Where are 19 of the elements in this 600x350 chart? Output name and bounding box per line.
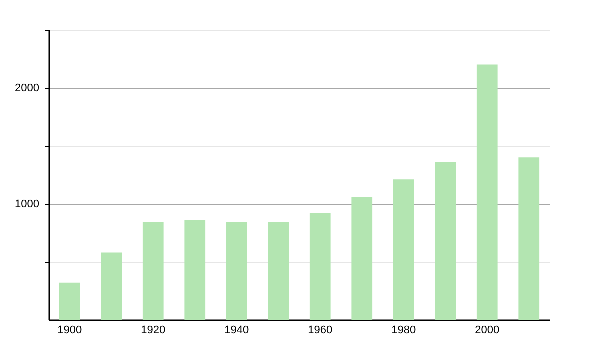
- bar: [393, 180, 414, 320]
- x-tick-label: 1940: [224, 324, 250, 336]
- x-tick-label: 1900: [58, 324, 82, 336]
- bar: [352, 197, 373, 320]
- bar: [59, 282, 80, 320]
- x-tick-label: 1920: [141, 324, 166, 336]
- bar: [101, 252, 122, 320]
- bar: [184, 220, 206, 320]
- bar: [518, 158, 540, 320]
- x-tick-label: 2000: [475, 324, 500, 336]
- y-tick-label: 1000: [15, 198, 40, 210]
- bar: [476, 64, 498, 320]
- bar: [310, 213, 331, 320]
- bar: [226, 222, 248, 320]
- x-tick-label: 1980: [392, 324, 416, 336]
- bar: [268, 222, 290, 320]
- x-tick-label: 1960: [308, 324, 333, 336]
- bar: [142, 222, 164, 320]
- bar: [435, 162, 456, 320]
